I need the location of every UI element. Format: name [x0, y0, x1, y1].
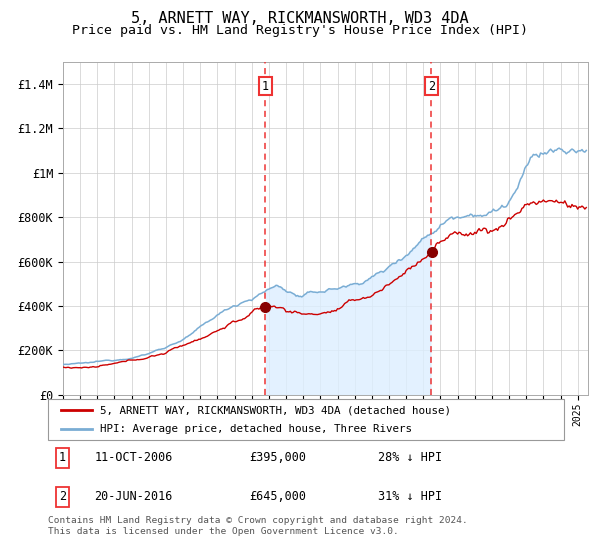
Text: HPI: Average price, detached house, Three Rivers: HPI: Average price, detached house, Thre… — [100, 424, 412, 433]
Text: 11-OCT-2006: 11-OCT-2006 — [94, 451, 173, 464]
FancyBboxPatch shape — [48, 399, 564, 440]
Text: 2: 2 — [428, 80, 435, 92]
Text: 5, ARNETT WAY, RICKMANSWORTH, WD3 4DA (detached house): 5, ARNETT WAY, RICKMANSWORTH, WD3 4DA (d… — [100, 405, 451, 415]
Text: £395,000: £395,000 — [249, 451, 306, 464]
Text: £645,000: £645,000 — [249, 491, 306, 503]
Text: 31% ↓ HPI: 31% ↓ HPI — [378, 491, 442, 503]
Text: 20-JUN-2016: 20-JUN-2016 — [94, 491, 173, 503]
Text: 5, ARNETT WAY, RICKMANSWORTH, WD3 4DA: 5, ARNETT WAY, RICKMANSWORTH, WD3 4DA — [131, 11, 469, 26]
Text: Price paid vs. HM Land Registry's House Price Index (HPI): Price paid vs. HM Land Registry's House … — [72, 24, 528, 36]
Text: Contains HM Land Registry data © Crown copyright and database right 2024.
This d: Contains HM Land Registry data © Crown c… — [48, 516, 468, 536]
Text: 28% ↓ HPI: 28% ↓ HPI — [378, 451, 442, 464]
Text: 2: 2 — [59, 491, 66, 503]
Text: 1: 1 — [59, 451, 66, 464]
Text: 1: 1 — [262, 80, 269, 92]
